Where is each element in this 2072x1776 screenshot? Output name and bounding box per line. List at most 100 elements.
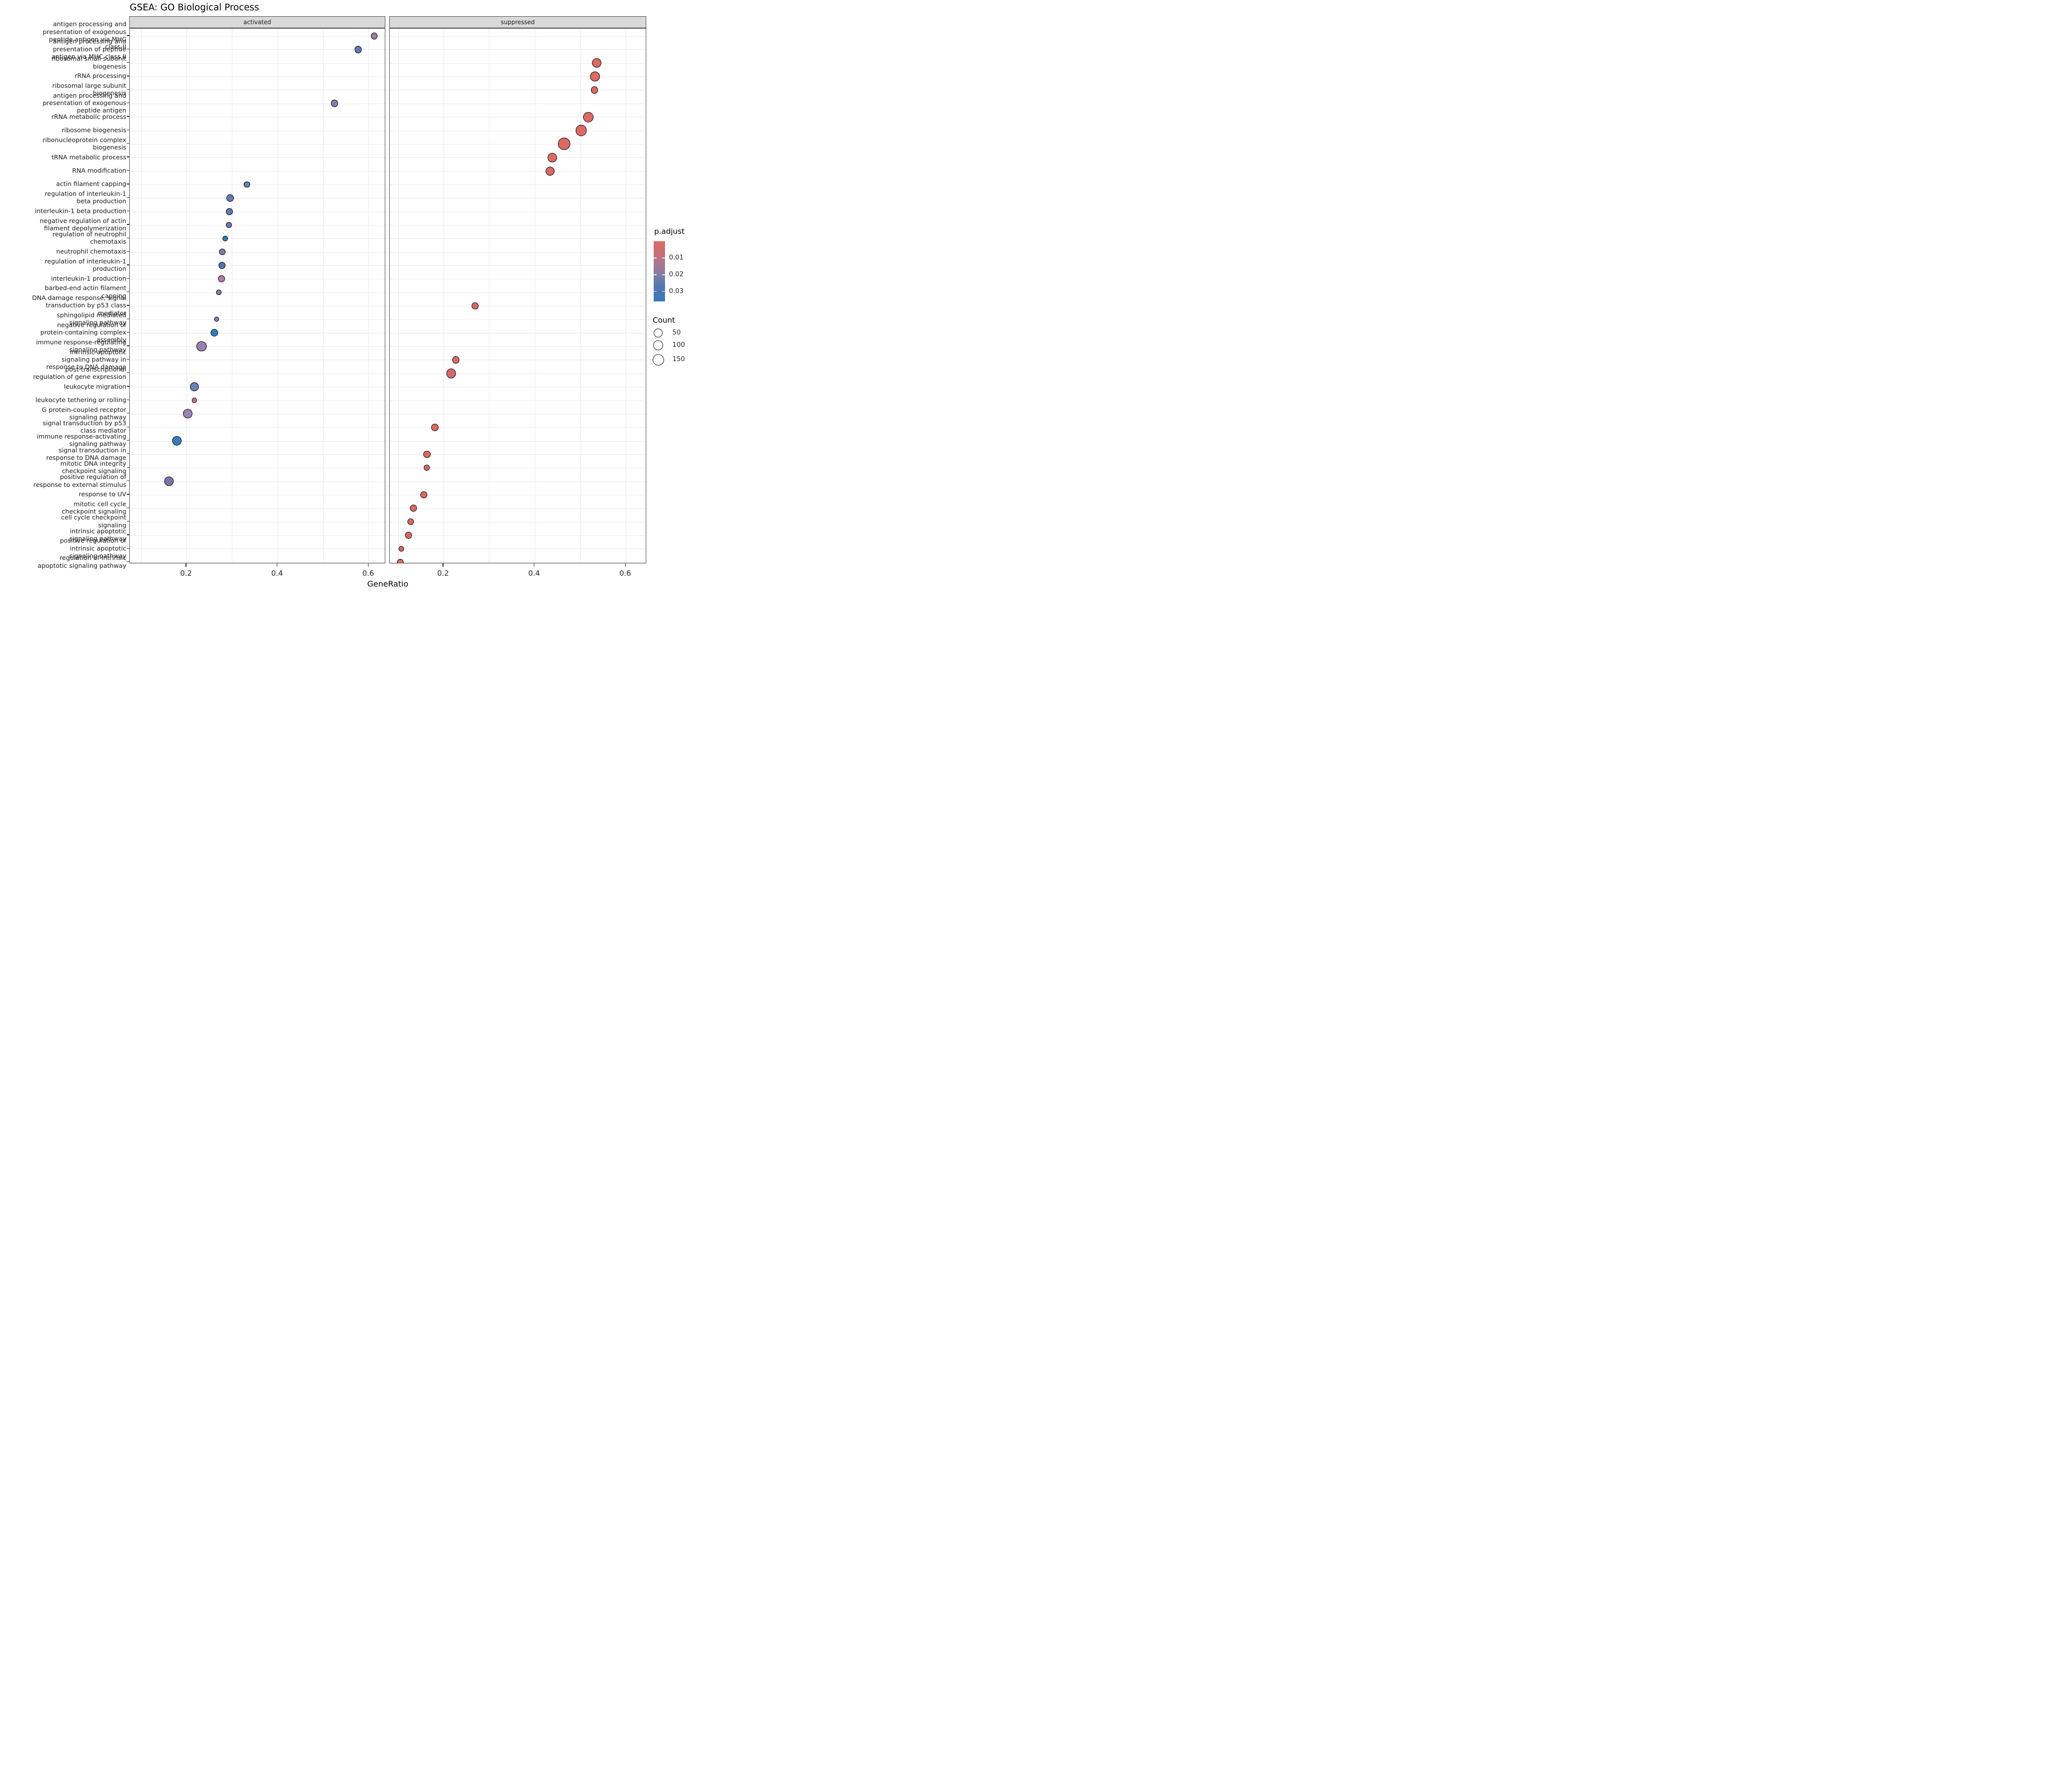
gridline-horizontal	[130, 346, 385, 347]
y-axis-tick	[127, 197, 129, 198]
gsea-dotplot: GSEA: GO Biological Process activated su…	[0, 0, 691, 592]
data-point	[225, 222, 232, 228]
data-point	[218, 261, 226, 269]
gridline-vertical	[580, 29, 581, 563]
data-point	[216, 290, 222, 296]
y-axis-label: positive regulation of intrinsic apoptot…	[60, 537, 126, 559]
count-legend-label: 50	[672, 329, 681, 336]
gridline-horizontal	[390, 36, 646, 37]
data-point	[558, 138, 571, 150]
data-point	[244, 181, 251, 188]
data-point	[452, 356, 460, 364]
gridline-horizontal	[130, 63, 385, 64]
y-axis-tick	[127, 264, 129, 265]
data-point	[210, 329, 218, 337]
y-axis-label: cell cycle checkpoint signaling	[61, 514, 126, 529]
y-axis-tick	[127, 62, 129, 63]
gridline-horizontal	[390, 481, 646, 482]
y-axis-label: ribosomal large subunit biogenesis	[52, 82, 126, 97]
y-axis-label: antigen processing and presentation of e…	[42, 91, 126, 114]
y-axis-label: G protein-coupled receptor signaling pat…	[41, 406, 126, 421]
x-axis-tick-label: 0.6	[362, 569, 374, 578]
data-point	[446, 368, 456, 378]
x-axis-tick	[625, 563, 626, 567]
y-axis-label: intrinsic apoptotic signaling pathway	[69, 527, 126, 542]
data-point	[590, 72, 600, 82]
y-axis-label: interleukin-1 production	[51, 274, 126, 282]
gridline-horizontal	[390, 346, 646, 347]
data-point	[218, 275, 225, 283]
facet-strip-suppressed-label: suppressed	[501, 19, 535, 26]
data-point	[191, 398, 197, 403]
gridline-horizontal	[130, 373, 385, 374]
data-point	[583, 111, 594, 122]
y-axis-label: mitotic cell cycle checkpoint signaling	[62, 500, 126, 516]
gridline-horizontal	[130, 508, 385, 509]
gridline-horizontal	[130, 49, 385, 50]
data-point	[592, 58, 601, 68]
gridline-vertical	[323, 29, 324, 563]
y-axis-label: signal transduction in response to DNA d…	[46, 446, 126, 461]
data-point	[398, 546, 404, 552]
gridline-horizontal	[130, 171, 385, 172]
data-point	[471, 302, 479, 309]
data-point	[431, 423, 439, 431]
gridline-horizontal	[130, 319, 385, 320]
gridline-horizontal	[390, 319, 646, 320]
y-axis-label: barbed-end actin filament capping	[44, 284, 126, 299]
data-point	[423, 450, 431, 458]
y-axis-tick	[127, 156, 129, 157]
x-axis-tick	[368, 563, 369, 567]
gridline-horizontal	[390, 144, 646, 145]
y-axis-label: immune response-activating signaling pat…	[37, 433, 127, 448]
gridline-horizontal	[390, 238, 646, 239]
y-axis-label: tRNA metabolic process	[51, 153, 126, 161]
data-point	[420, 491, 428, 498]
data-point	[397, 559, 404, 563]
y-axis-label: mitotic DNA integrity checkpoint signali…	[60, 459, 126, 475]
gridline-vertical	[398, 29, 399, 563]
y-axis-label: neutrophil chemotaxis	[56, 248, 126, 255]
y-axis-tick	[127, 278, 129, 279]
gridline-horizontal	[390, 373, 646, 374]
facet-strip-activated: activated	[129, 16, 385, 28]
plot-panel-activated	[129, 28, 385, 563]
y-axis-label: negative regulation of actin filament de…	[39, 217, 126, 232]
gridline-horizontal	[390, 562, 646, 563]
gridline-horizontal	[390, 427, 646, 428]
y-axis-tick	[127, 372, 129, 373]
y-axis-label: post-transcriptional regulation of gene …	[33, 365, 126, 380]
y-axis-label: leukocyte tethering or rolling	[35, 396, 126, 404]
colorbar-tick-label: 0.01	[669, 254, 684, 261]
gridline-horizontal	[130, 562, 385, 563]
y-axis-label: intrinsic apoptotic signaling pathway in…	[46, 348, 126, 371]
y-axis-label: rRNA processing	[74, 72, 126, 80]
gridline-horizontal	[390, 171, 646, 172]
data-point	[226, 194, 234, 202]
data-point	[546, 166, 555, 176]
gridline-horizontal	[130, 427, 385, 428]
y-axis-label: antigen processing and presentation of e…	[42, 20, 126, 51]
x-axis-tick-label: 0.4	[271, 569, 283, 578]
colorbar-tick	[662, 291, 665, 292]
x-axis-tick-label: 0.2	[437, 569, 449, 578]
y-axis-tick	[127, 467, 129, 468]
y-axis-label: antigen processing and presentation of p…	[51, 37, 126, 60]
y-axis-label: regulation of interleukin-1 production	[44, 257, 126, 272]
gridline-horizontal	[390, 49, 646, 50]
y-axis-label: positive regulation of response to exter…	[33, 473, 126, 488]
legend-padjust-title: p.adjust	[654, 227, 685, 236]
data-point	[370, 33, 377, 39]
y-axis-tick	[127, 453, 129, 454]
y-axis-label: immune response-regulating signaling pat…	[36, 338, 126, 354]
colorbar-tick	[662, 274, 665, 275]
gridline-horizontal	[390, 76, 646, 77]
y-axis-label: ribosomal small subunit biogenesis	[51, 55, 126, 70]
count-legend-circle	[654, 329, 663, 337]
x-axis-tick	[185, 563, 186, 567]
y-axis-label: leukocyte migration	[64, 382, 126, 390]
legend-count-title: Count	[653, 316, 675, 325]
y-axis-label: regulation of intrinsic apoptotic signal…	[37, 554, 126, 569]
y-axis-label: negative regulation of protein-containin…	[40, 321, 126, 344]
plot-panel-suppressed	[389, 28, 646, 563]
